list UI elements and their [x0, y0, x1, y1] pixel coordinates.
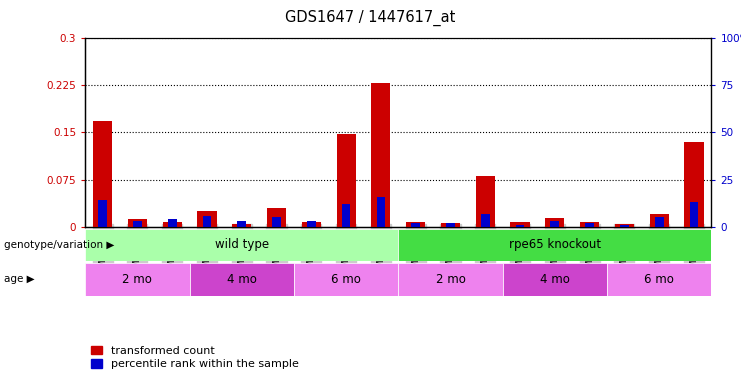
Bar	[545, 218, 565, 227]
Text: 2 mo: 2 mo	[436, 273, 465, 286]
Bar	[272, 217, 281, 227]
Bar	[551, 221, 559, 227]
Legend: transformed count, percentile rank within the sample: transformed count, percentile rank withi…	[90, 346, 299, 369]
Text: GDS1647 / 1447617_at: GDS1647 / 1447617_at	[285, 9, 456, 26]
Bar	[690, 202, 698, 227]
Bar	[441, 223, 460, 227]
Bar	[99, 200, 107, 227]
Bar	[133, 221, 142, 227]
Bar	[307, 221, 316, 227]
Bar	[128, 219, 147, 227]
Text: age ▶: age ▶	[4, 274, 34, 284]
Bar	[267, 208, 286, 227]
Text: 6 mo: 6 mo	[331, 273, 361, 286]
Text: 2 mo: 2 mo	[122, 273, 153, 286]
Text: genotype/variation ▶: genotype/variation ▶	[4, 240, 114, 250]
Bar	[585, 223, 594, 227]
Bar	[516, 225, 525, 227]
Bar	[302, 222, 321, 227]
Bar	[294, 262, 398, 296]
Bar	[580, 222, 599, 227]
Bar	[615, 224, 634, 227]
Text: wild type: wild type	[215, 238, 269, 251]
Bar	[371, 83, 391, 227]
Text: 4 mo: 4 mo	[540, 273, 570, 286]
Bar	[502, 262, 607, 296]
Bar	[446, 223, 455, 227]
Bar	[650, 214, 668, 227]
Bar	[607, 262, 711, 296]
Bar	[237, 221, 246, 227]
Bar	[411, 223, 420, 227]
Bar	[336, 134, 356, 227]
Bar	[620, 225, 629, 227]
Bar	[197, 211, 216, 227]
Bar	[655, 217, 663, 227]
Bar	[399, 229, 711, 261]
Bar	[376, 196, 385, 227]
Text: rpe65 knockout: rpe65 knockout	[509, 238, 601, 251]
Bar	[202, 216, 211, 227]
Bar	[399, 262, 502, 296]
Bar	[162, 222, 182, 227]
Bar	[481, 214, 490, 227]
Bar	[85, 262, 190, 296]
Bar	[93, 121, 112, 227]
Bar	[167, 219, 176, 227]
Bar	[685, 142, 703, 227]
Bar	[85, 229, 399, 261]
Bar	[406, 222, 425, 227]
Bar	[476, 176, 495, 227]
Bar	[232, 224, 251, 227]
Text: 6 mo: 6 mo	[644, 273, 674, 286]
Bar	[511, 222, 530, 227]
Bar	[342, 204, 350, 227]
Text: 4 mo: 4 mo	[227, 273, 256, 286]
Bar	[190, 262, 294, 296]
